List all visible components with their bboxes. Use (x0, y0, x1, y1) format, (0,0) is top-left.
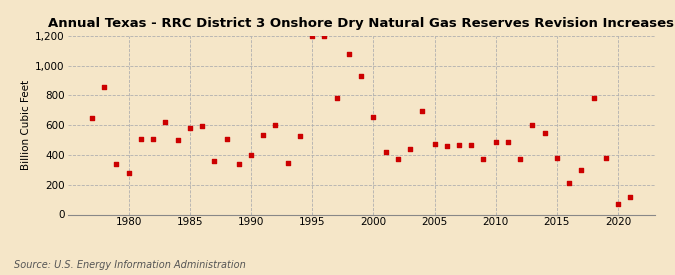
Point (539, 131, 550, 136)
Point (503, 140, 514, 144)
Point (613, 202, 624, 206)
Point (551, 156, 562, 160)
Point (625, 194, 636, 199)
Point (172, 138, 183, 142)
Point (209, 159, 220, 163)
Point (527, 123, 538, 127)
Point (429, 142, 440, 147)
Point (331, 96, 342, 101)
Point (111, 162, 122, 166)
Point (270, 123, 281, 127)
Point (515, 156, 526, 161)
Text: Source: U.S. Energy Information Administration: Source: U.S. Energy Information Administ… (14, 260, 245, 270)
Point (234, 162, 244, 166)
Point (160, 120, 171, 124)
Point (307, 34, 318, 39)
Point (588, 96, 599, 101)
Point (136, 136, 146, 141)
Point (196, 124, 207, 128)
Title: Annual Texas - RRC District 3 Onshore Dry Natural Gas Reserves Revision Increase: Annual Texas - RRC District 3 Onshore Dr… (48, 17, 674, 31)
Point (99, 84, 109, 89)
Point (246, 153, 256, 157)
Point (441, 144, 452, 148)
Point (282, 161, 293, 165)
Point (405, 147, 416, 151)
Point (454, 143, 464, 147)
Point (380, 150, 391, 154)
Point (221, 136, 232, 141)
Point (368, 115, 379, 119)
Point (478, 157, 489, 162)
Point (356, 74, 367, 78)
Point (86, 116, 97, 120)
Point (392, 156, 403, 161)
Point (601, 156, 612, 160)
Point (576, 167, 587, 172)
Point (184, 126, 195, 130)
Point (564, 181, 574, 185)
Point (417, 109, 428, 113)
Point (466, 143, 477, 147)
Point (294, 133, 305, 138)
Y-axis label: Billion Cubic Feet: Billion Cubic Feet (21, 80, 31, 170)
Point (124, 170, 134, 175)
Point (344, 52, 354, 57)
Point (319, 34, 330, 39)
Point (490, 139, 501, 144)
Point (258, 133, 269, 137)
Point (148, 136, 159, 141)
